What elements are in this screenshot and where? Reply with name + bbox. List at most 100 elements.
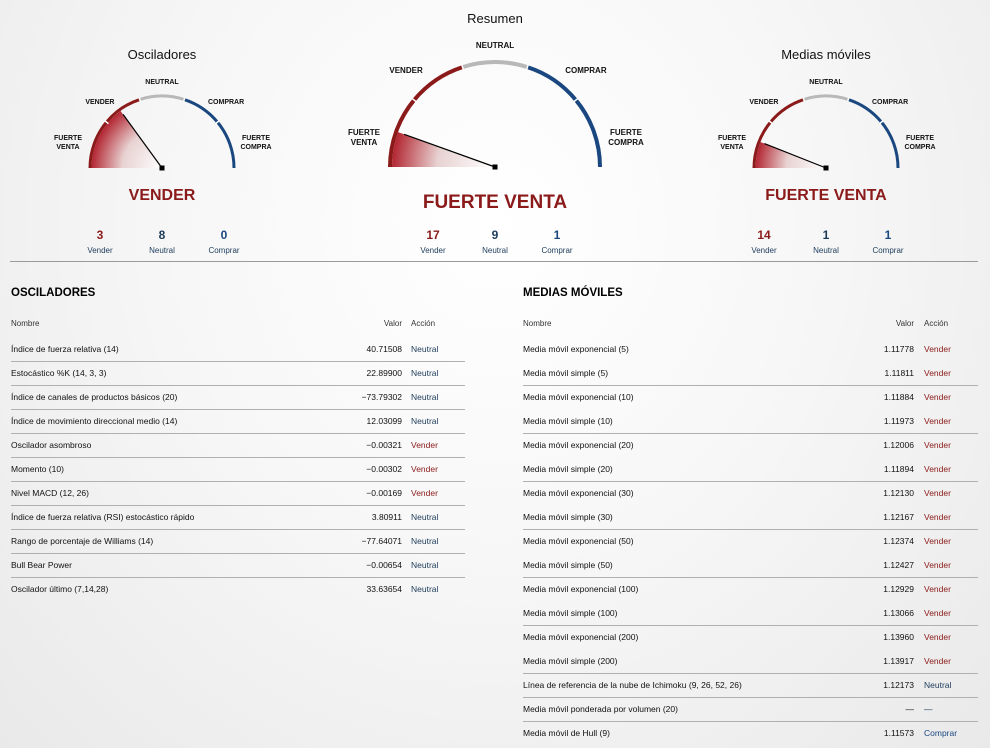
indicator-action: Vender bbox=[924, 392, 951, 402]
gauge-tick bbox=[104, 119, 109, 125]
table-row: Media móvil exponencial (10) 1.11884 Vende… bbox=[523, 385, 978, 409]
table-row: Media móvil ponderada por volumen (20) — — bbox=[523, 697, 978, 721]
strong-sell-label: FUERTE bbox=[54, 135, 82, 142]
value-column-header: Valor bbox=[895, 319, 914, 328]
buy-count: 1 Comprar bbox=[541, 228, 573, 255]
indicator-value: — bbox=[905, 704, 915, 714]
gauge-arc-segment bbox=[88, 121, 108, 169]
gauge-dial: FUERTEVENTAVENDERNEUTRALCOMPRARFUERTECOM… bbox=[348, 41, 644, 170]
indicator-action: Vender bbox=[924, 584, 951, 594]
gauge-arc-segment bbox=[183, 98, 219, 124]
indicator-value: −0.00302 bbox=[366, 464, 402, 474]
indicator-action: Vender bbox=[924, 488, 951, 498]
buy-count: 0 Comprar bbox=[208, 228, 240, 255]
indicator-name: Estocástico %K (14, 3, 3) bbox=[11, 368, 107, 378]
table-row: Rango de porcentaje de Williams (14) −77.… bbox=[11, 529, 465, 553]
indicator-value: 1.12173 bbox=[883, 680, 914, 690]
table-row: Media móvil simple (20) 1.11894 Vender bbox=[523, 457, 978, 481]
indicator-name: Media móvil exponencial (100) bbox=[523, 584, 639, 594]
indicator-action: Vender bbox=[924, 344, 951, 354]
indicator-name: Media móvil exponencial (30) bbox=[523, 488, 634, 498]
gauge-arc-segment bbox=[847, 98, 883, 124]
indicator-name: Media móvil exponencial (10) bbox=[523, 392, 634, 402]
gauge-arc-segment bbox=[526, 65, 578, 102]
gauge-title: Medias móviles bbox=[781, 47, 871, 62]
table-row: Media móvil exponencial (50) 1.12374 Vende… bbox=[523, 529, 978, 553]
indicator-name: Media móvil exponencial (20) bbox=[523, 440, 634, 450]
gauge-arc-segment bbox=[880, 121, 900, 169]
indicator-name: Índice de fuerza relativa (14) bbox=[11, 344, 119, 354]
indicator-name: Media móvil ponderada por volumen (20) bbox=[523, 704, 678, 714]
indicator-value: 1.12374 bbox=[883, 536, 914, 546]
sell-label: VENDER bbox=[389, 66, 423, 75]
indicator-value: 1.11894 bbox=[883, 464, 914, 474]
row-separator bbox=[11, 457, 465, 458]
table-row: Media móvil exponencial (20) 1.12006 Vende… bbox=[523, 433, 978, 457]
strong-buy-label: FUERTE bbox=[242, 135, 270, 142]
indicator-name: Momento (10) bbox=[11, 464, 64, 474]
table-row: Índice de movimiento direccional medio (… bbox=[11, 409, 465, 433]
gauge-verdict: VENDER bbox=[128, 187, 196, 204]
gauge-counts: 3 Vender 8 Neutral 0 Comprar bbox=[60, 228, 264, 255]
summary-gauge: FUERTE VENTA VENDER NEUTRAL COMPRAR FUERTE COM… bbox=[336, 0, 654, 260]
indicator-name: Media móvil simple (200) bbox=[523, 656, 618, 666]
strong-buy-label: COMPRA bbox=[240, 144, 271, 151]
gauge-verdict: FUERTE VENTA bbox=[422, 192, 568, 213]
gauge-tick bbox=[525, 64, 530, 71]
indicator-action: Vender bbox=[924, 368, 951, 378]
action-column-header: Acción bbox=[411, 319, 436, 328]
indicator-action: Vender bbox=[924, 416, 951, 426]
indicator-name: Media móvil simple (10) bbox=[523, 416, 613, 426]
gauge-arc-segment bbox=[412, 65, 464, 102]
indicator-value: 1.11811 bbox=[884, 368, 914, 378]
sell-count: 3 Vender bbox=[87, 228, 113, 255]
indicator-value: 1.11973 bbox=[883, 416, 914, 426]
buy-label: COMPRAR bbox=[872, 99, 908, 106]
table-row: Oscilador último (7,14,28) 33.63654 Neutra… bbox=[11, 577, 465, 601]
indicator-value: −0.00654 bbox=[366, 560, 402, 570]
row-separator bbox=[11, 481, 465, 482]
strong-sell-label: VENTA bbox=[351, 138, 378, 147]
table-row: Índice de fuerza relativa (RSI) estocást… bbox=[11, 505, 465, 529]
indicator-name: Media móvil exponencial (50) bbox=[523, 536, 634, 546]
row-separator bbox=[11, 553, 465, 554]
indicator-action: Vender bbox=[924, 512, 951, 522]
indicator-value: 22.89900 bbox=[366, 368, 402, 378]
table-row: Media móvil simple (200) 1.13917 Vender bbox=[523, 649, 978, 673]
indicator-name: Media móvil simple (20) bbox=[523, 464, 613, 474]
table-row: Momento (10) −0.00302 Vender bbox=[11, 457, 465, 481]
table-row: Nivel MACD (12, 26) −0.00169 Vender bbox=[11, 481, 465, 505]
gauge-arc-segment bbox=[388, 98, 416, 168]
gauge-needle bbox=[122, 114, 163, 169]
name-column-header: Nombre bbox=[523, 319, 552, 328]
table-row: Media móvil exponencial (30) 1.12130 Vende… bbox=[523, 481, 978, 505]
indicator-action: Comprar bbox=[924, 728, 958, 738]
indicator-action: Neutral bbox=[411, 512, 439, 522]
indicator-value: 1.13917 bbox=[883, 656, 914, 666]
gauge-hub bbox=[492, 164, 498, 170]
indicator-name: Media móvil simple (100) bbox=[523, 608, 618, 618]
gauge-tick bbox=[768, 119, 773, 125]
indicator-value: 1.11778 bbox=[883, 344, 914, 354]
indicator-value: 1.12130 bbox=[883, 488, 914, 498]
neutral-count: 9 Neutral bbox=[482, 228, 508, 255]
gauge-tick bbox=[215, 119, 220, 125]
indicator-value: 1.12427 bbox=[883, 560, 914, 570]
indicator-action: Neutral bbox=[411, 416, 439, 426]
indicator-value: −0.00321 bbox=[366, 440, 402, 450]
gauge-verdict: FUERTE VENTA bbox=[765, 187, 887, 204]
gauge-arc-segment bbox=[769, 98, 805, 124]
gauge-counts: 14 Vender 1 Neutral 1 Comprar bbox=[724, 228, 928, 255]
name-column-header: Nombre bbox=[11, 319, 40, 328]
row-separator bbox=[11, 409, 465, 410]
gauge-dial: FUERTEVENTAVENDERNEUTRALCOMPRARFUERTECOM… bbox=[54, 79, 272, 171]
indicator-action: Vender bbox=[924, 632, 951, 642]
indicator-action: Vender bbox=[924, 440, 951, 450]
table-row: Media móvil simple (100) 1.13066 Vender bbox=[523, 601, 978, 625]
indicator-value: 33.63654 bbox=[366, 584, 402, 594]
gauge-tick bbox=[460, 64, 465, 71]
indicator-name: Índice de fuerza relativa (RSI) estocást… bbox=[11, 512, 195, 522]
gauge-title: Osciladores bbox=[127, 47, 197, 62]
neutral-count: 1 Neutral bbox=[813, 228, 839, 255]
row-separator bbox=[11, 529, 465, 530]
